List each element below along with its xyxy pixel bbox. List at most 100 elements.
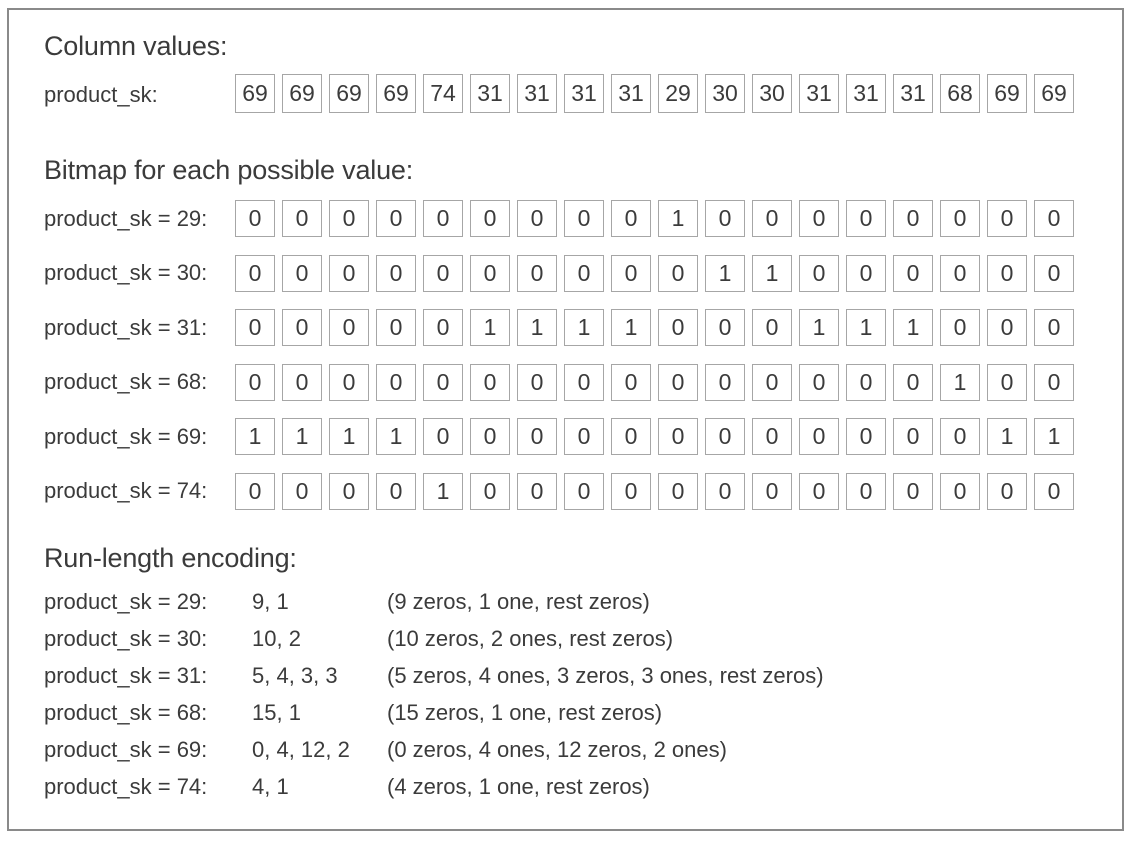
bit-cell: 0	[235, 200, 275, 237]
bit-cell: 0	[893, 418, 933, 455]
bitmap-row: product_sk = 74: 0 0 0 0 1 0 0 0 0 0 0 0 0 0 0 0 0 0	[44, 472, 1074, 510]
bitmap-row: product_sk = 30: 0 0 0 0 0 0 0 0 0 0 1 1 0 0 0 0 0 0	[44, 254, 1074, 292]
rle-row-values: 15, 1	[252, 700, 301, 725]
bit-cell: 0	[282, 363, 322, 401]
bit-cell: 0	[611, 363, 651, 401]
bit-cell: 0	[658, 472, 698, 510]
bit-cell: 0	[564, 200, 604, 237]
bit-cell: 0	[423, 254, 463, 292]
bitmap-row-label: product_sk = 29:	[44, 205, 208, 231]
bit-cell: 0	[1034, 309, 1074, 346]
rle-row: product_sk = 69: 0, 4, 12, 2 (0 zeros, 4 o…	[44, 731, 824, 768]
bit-cell: 0	[517, 363, 557, 401]
rle-row-annotation: (15 zeros, 1 one, rest zeros)	[387, 700, 663, 725]
bit-cell: 0	[1034, 363, 1074, 401]
bit-cell: 0	[329, 200, 369, 237]
bit-cell: 0	[282, 309, 322, 346]
bit-cell: 1	[282, 418, 322, 455]
bit-cell: 1	[658, 200, 698, 237]
bit-cell: 0	[705, 200, 745, 237]
bit-cell: 0	[611, 200, 651, 237]
bit-cell: 0	[517, 200, 557, 237]
bit-cell: 0	[423, 363, 463, 401]
bitmap-rows: product_sk = 29: 0 0 0 0 0 0 0 0 0 1 0 0 0 0 0 0 0 0 produc…	[44, 200, 1074, 527]
rle-row: product_sk = 68: 15, 1 (15 zeros, 1 one, r…	[44, 694, 824, 731]
bit-cell: 0	[940, 418, 980, 455]
bit-cell: 0	[470, 418, 510, 455]
bit-cell: 1	[846, 309, 886, 346]
value-cell: 31	[611, 74, 651, 113]
bit-cell: 0	[658, 363, 698, 401]
bit-cell: 0	[235, 363, 275, 401]
bitmap-row-label: product_sk = 69:	[44, 423, 208, 449]
bit-cell: 0	[846, 418, 886, 455]
bit-cell: 0	[470, 363, 510, 401]
rle-row-values: 9, 1	[252, 589, 289, 614]
section-title-column-values: Column values:	[44, 31, 228, 61]
rle-row-annotation: (4 zeros, 1 one, rest zeros)	[387, 774, 650, 799]
bit-cell: 0	[517, 472, 557, 510]
bit-cell: 0	[987, 472, 1027, 510]
bit-cell: 0	[987, 363, 1027, 401]
bit-cell: 0	[940, 200, 980, 237]
bit-cell: 0	[705, 309, 745, 346]
bit-cell: 0	[376, 472, 416, 510]
bit-cell: 0	[846, 200, 886, 237]
bit-cell: 0	[235, 254, 275, 292]
column-values-label: product_sk:	[44, 82, 158, 107]
bit-cell: 0	[658, 254, 698, 292]
bit-cell: 1	[705, 254, 745, 292]
rle-row-values: 10, 2	[252, 626, 301, 651]
bit-cell: 0	[423, 309, 463, 346]
value-cell: 30	[752, 74, 792, 113]
value-cell: 69	[329, 74, 369, 113]
value-cell: 74	[423, 74, 463, 113]
bit-cell: 0	[940, 254, 980, 292]
bit-cell: 0	[799, 254, 839, 292]
bit-cell: 0	[1034, 254, 1074, 292]
bitmap-row: product_sk = 29: 0 0 0 0 0 0 0 0 0 1 0 0 0 0 0 0 0 0	[44, 200, 1074, 237]
value-cell: 69	[282, 74, 322, 113]
bit-cell: 0	[705, 363, 745, 401]
bit-cell: 0	[329, 309, 369, 346]
bitmap-row-label: product_sk = 30:	[44, 260, 208, 285]
bit-cell: 0	[376, 309, 416, 346]
bit-cell: 0	[658, 418, 698, 455]
bit-cell: 0	[235, 472, 275, 510]
bit-cell: 0	[517, 418, 557, 455]
bit-cell: 0	[235, 309, 275, 346]
bit-cell: 0	[752, 309, 792, 346]
section-title-bitmaps: Bitmap for each possible value:	[44, 155, 414, 185]
rle-row-annotation: (5 zeros, 4 ones, 3 zeros, 3 ones, rest …	[387, 663, 824, 688]
bit-cell: 0	[470, 254, 510, 292]
value-cell: 68	[940, 74, 980, 113]
rle-row: product_sk = 74: 4, 1 (4 zeros, 1 one, res…	[44, 768, 824, 805]
rle-row-label: product_sk = 68:	[44, 700, 208, 725]
bit-cell: 0	[611, 418, 651, 455]
rle-row-values: 0, 4, 12, 2	[252, 737, 350, 762]
rle-row-label: product_sk = 31:	[44, 663, 208, 688]
bit-cell: 1	[235, 418, 275, 455]
bit-cell: 1	[752, 254, 792, 292]
bitmap-row-label: product_sk = 74:	[44, 478, 208, 503]
bitmap-row-label: product_sk = 31:	[44, 314, 208, 340]
value-cell: 31	[893, 74, 933, 113]
bit-cell: 0	[893, 472, 933, 510]
bit-cell: 0	[752, 363, 792, 401]
bit-cell: 0	[282, 472, 322, 510]
bit-cell: 0	[470, 472, 510, 510]
bit-cell: 1	[423, 472, 463, 510]
bit-cell: 0	[940, 309, 980, 346]
bit-cell: 0	[517, 254, 557, 292]
bit-cell: 0	[846, 363, 886, 401]
value-cell: 31	[846, 74, 886, 113]
value-cell: 69	[1034, 74, 1074, 113]
column-values-row: 69 69 69 69 74 31 31 31 31 29 30 30 31 31 31 68 69 69	[235, 74, 1074, 113]
bit-cell: 0	[470, 200, 510, 237]
bit-cell: 1	[940, 363, 980, 401]
bit-cell: 0	[611, 472, 651, 510]
